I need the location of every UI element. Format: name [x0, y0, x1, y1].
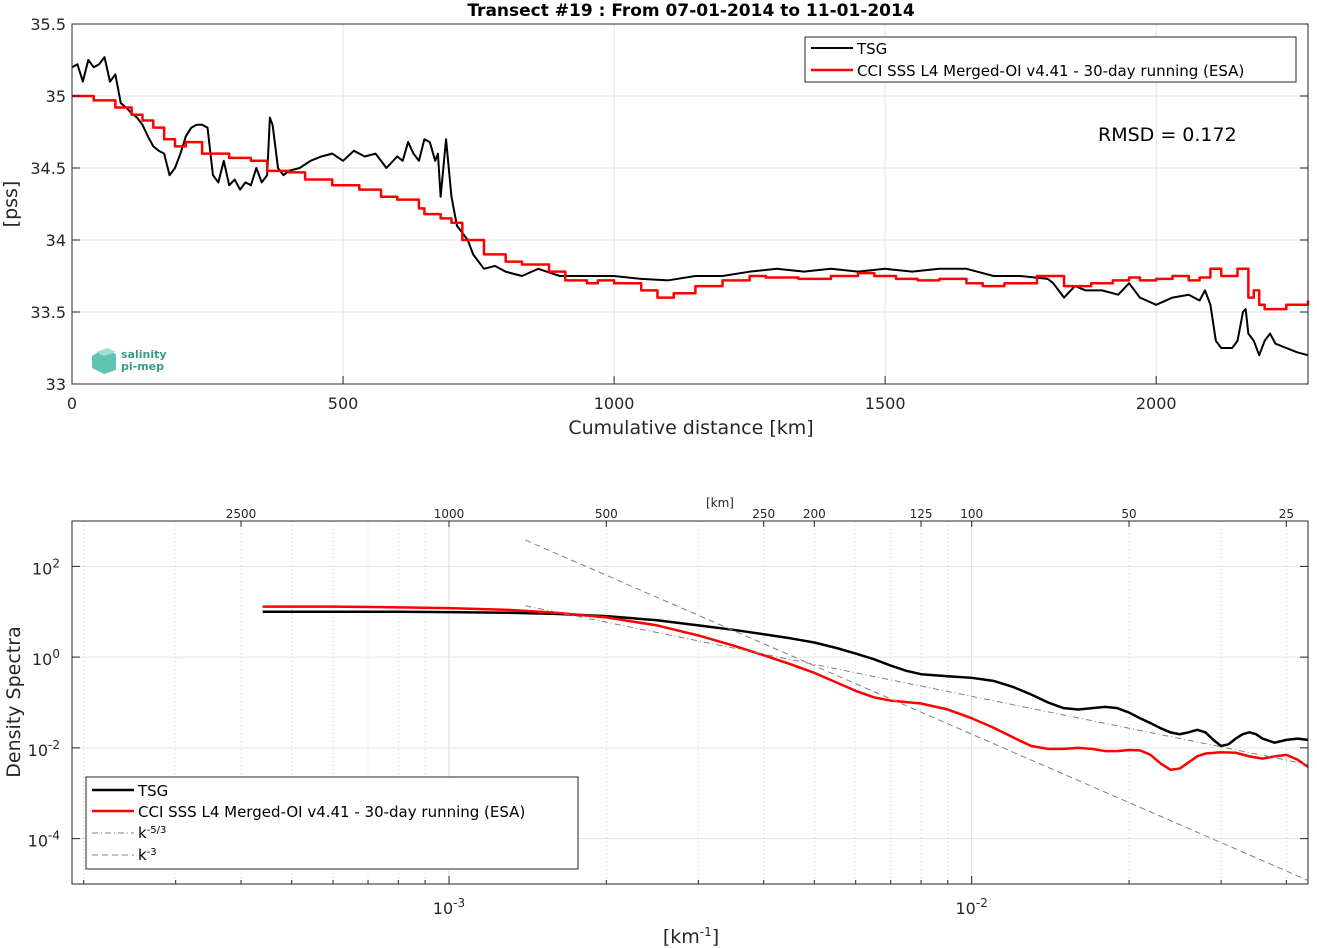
spectra-k3-line: [525, 539, 1309, 881]
transect-ticks: 0 500 1000 1500 2000 33 33.5 34 34.5 35 35.5: [30, 15, 1308, 413]
transect-legend-tsg-label: TSG: [856, 40, 887, 58]
transect-y-tick-label: 35: [46, 87, 66, 106]
spectra-grid: [72, 521, 1308, 884]
transect-y-tick-label: 34.5: [30, 159, 66, 178]
transect-series: [71, 56, 1310, 357]
transect-x-tick-label: 1500: [865, 394, 906, 413]
transect-y-tick-label: 33: [46, 375, 66, 394]
spectra-top-tick-label: 500: [595, 507, 618, 521]
spectra-legend-tsg-label: TSG: [137, 782, 168, 800]
transect-y-tick-label: 33.5: [30, 303, 66, 322]
transect-x-tick-label: 500: [328, 394, 359, 413]
transect-x-label: Cumulative distance [km]: [568, 417, 813, 439]
spectra-legend-cci-label: CCI SSS L4 Merged-OI v4.41 - 30-day runn…: [138, 803, 525, 821]
transect-x-tick-label: 2000: [1136, 394, 1177, 413]
spectra-top-tick-label: 2500: [226, 507, 257, 521]
spectra-series: [262, 539, 1309, 881]
transect-tsg-line: [71, 56, 1309, 357]
transect-plot-area: [72, 24, 1308, 384]
spectra-cci-line: [262, 605, 1309, 771]
transect-cci-line: [72, 94, 1310, 311]
logo-cube-icon: [92, 350, 116, 374]
spectra-legend: TSG CCI SSS L4 Merged-OI v4.41 - 30-day …: [85, 776, 579, 870]
transect-legend-box: [804, 36, 1297, 83]
spectra-top-tick-label: 100: [960, 507, 983, 521]
spectra-top-tick-label: 50: [1121, 507, 1136, 521]
spectra-y-label: Density Spectra: [3, 626, 25, 777]
transect-x-tick-label: 1000: [594, 394, 635, 413]
transect-legend-cci-label: CCI SSS L4 Merged-OI v4.41 - 30-day runn…: [857, 62, 1244, 80]
salinity-pi-mep-logo: salinity pi-mep: [92, 348, 167, 374]
transect-y-tick-label: 34: [46, 231, 66, 250]
transect-x-tick-label: 0: [67, 394, 77, 413]
logo-cube-top-icon: [96, 348, 116, 356]
spectra-top-km-ticks: 2500 1000 500 250 200 125 100 50 25: [226, 507, 1294, 527]
spectra-top-axis-label: [km]: [706, 496, 734, 510]
spectra-legend-box: [85, 776, 579, 870]
spectra-top-tick-label: 25: [1279, 507, 1294, 521]
logo-text-line1: salinity: [121, 348, 167, 361]
spectra-axes-box: [71, 520, 1309, 885]
spectra-top-tick-label: 250: [752, 507, 775, 521]
rmsd-annotation: RMSD = 0.172: [1098, 124, 1237, 146]
spectra-k53-line: [525, 605, 1309, 765]
transect-title: Transect #19 : From 07-01-2014 to 11-01-…: [467, 1, 915, 21]
transect-legend: TSG CCI SSS L4 Merged-OI v4.41 - 30-day …: [804, 36, 1297, 83]
spectra-tsg-line: [262, 610, 1309, 748]
logo-text-line2: pi-mep: [121, 360, 164, 373]
transect-chart: Transect #19 : From 07-01-2014 to 11-01-…: [0, 1, 1310, 439]
spectra-top-tick-label: 1000: [434, 507, 465, 521]
transect-y-label: [pss]: [0, 181, 22, 228]
spectra-top-tick-label: 200: [803, 507, 826, 521]
spectra-top-tick-label: 125: [910, 507, 933, 521]
transect-axes-box: [71, 23, 1309, 385]
transect-y-tick-label: 35.5: [30, 15, 66, 34]
